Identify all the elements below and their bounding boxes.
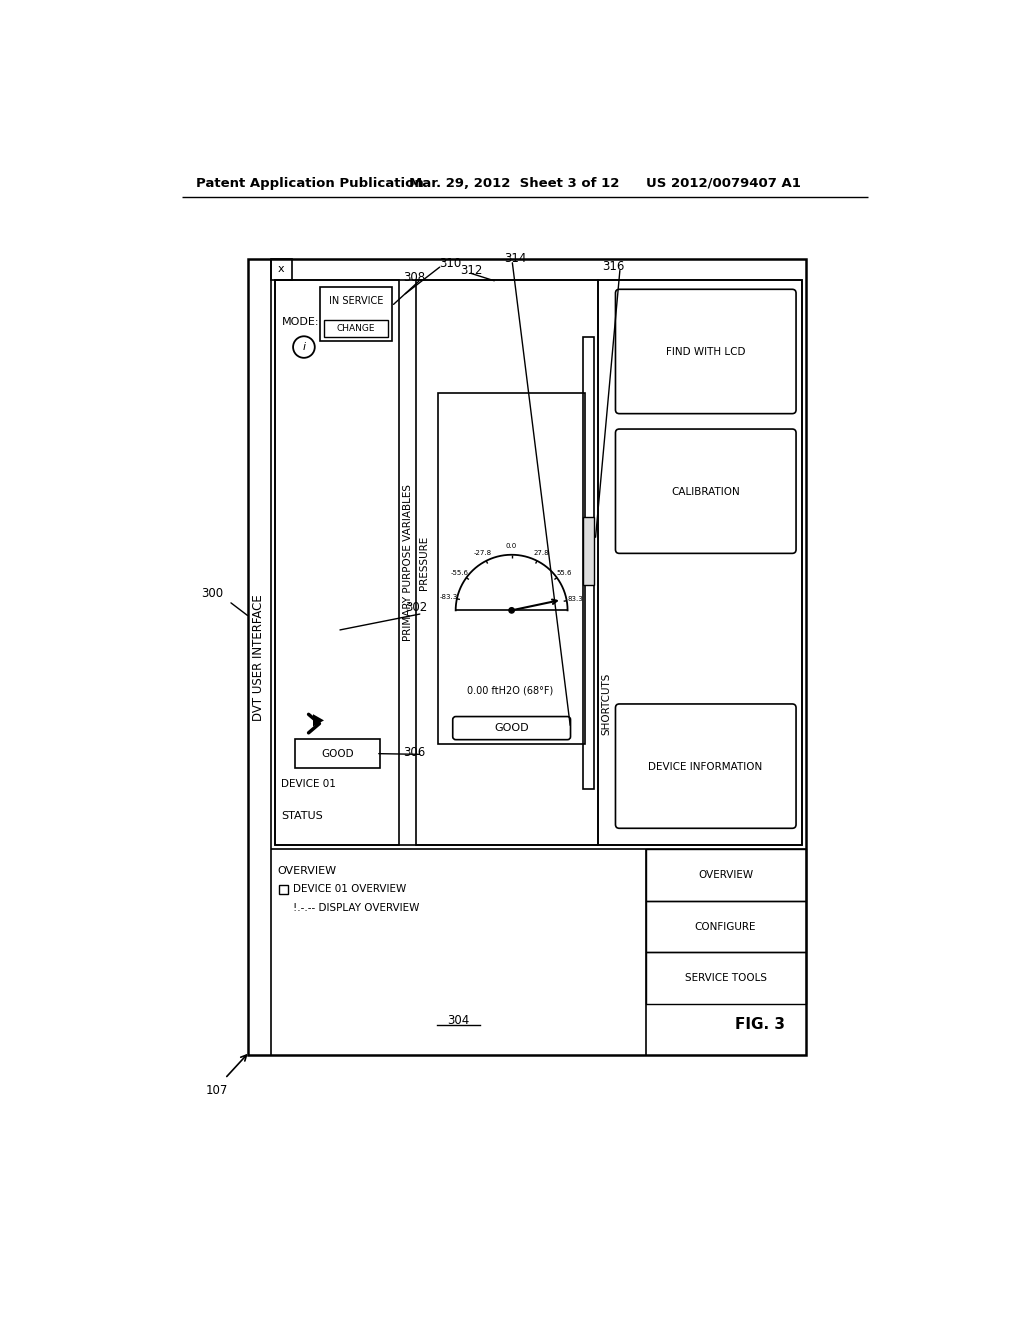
Text: ‣: ‣ — [308, 708, 328, 741]
Text: STATUS: STATUS — [282, 810, 324, 821]
Text: MODE:: MODE: — [282, 317, 318, 327]
Text: 55.6: 55.6 — [556, 570, 571, 576]
Text: CALIBRATION: CALIBRATION — [671, 487, 739, 496]
Bar — [275, 280, 399, 845]
Bar — [295, 739, 380, 768]
Text: 302: 302 — [406, 602, 428, 614]
Text: -55.6: -55.6 — [451, 570, 468, 576]
Text: GOOD: GOOD — [321, 748, 353, 759]
Text: 300: 300 — [202, 586, 224, 599]
Text: DEVICE 01 OVERVIEW: DEVICE 01 OVERVIEW — [293, 884, 407, 894]
Text: Patent Application Publication: Patent Application Publication — [197, 177, 424, 190]
Text: US 2012/0079407 A1: US 2012/0079407 A1 — [646, 177, 801, 190]
Text: !.-.-- DISPLAY OVERVIEW: !.-.-- DISPLAY OVERVIEW — [293, 903, 420, 912]
Text: 308: 308 — [403, 271, 425, 284]
Bar — [583, 337, 594, 789]
Text: x: x — [279, 264, 285, 275]
Text: PRIMARY PURPOSE VARIABLES: PRIMARY PURPOSE VARIABLES — [402, 484, 413, 642]
Bar — [646, 900, 806, 952]
Text: 316: 316 — [602, 260, 625, 273]
Text: IN SERVICE: IN SERVICE — [329, 296, 383, 306]
Bar — [248, 259, 806, 1056]
Bar — [646, 952, 806, 1003]
Bar — [583, 517, 594, 585]
Text: 0.0: 0.0 — [506, 544, 517, 549]
Text: 310: 310 — [439, 257, 462, 271]
Text: 312: 312 — [461, 264, 483, 277]
Bar — [438, 393, 586, 743]
Text: OVERVIEW: OVERVIEW — [278, 866, 337, 875]
Text: Mar. 29, 2012  Sheet 3 of 12: Mar. 29, 2012 Sheet 3 of 12 — [409, 177, 618, 190]
Text: -83.3: -83.3 — [439, 594, 458, 601]
Bar — [280, 884, 289, 894]
Text: i: i — [302, 342, 305, 352]
Text: 306: 306 — [403, 746, 425, 759]
Text: GOOD: GOOD — [495, 723, 529, 733]
Bar — [275, 280, 802, 845]
Text: SHORTCUTS: SHORTCUTS — [601, 673, 611, 735]
Text: PRESSURE: PRESSURE — [419, 536, 429, 590]
Bar — [598, 280, 802, 845]
Text: 0.00 ftH2O (68°F): 0.00 ftH2O (68°F) — [467, 686, 554, 696]
Text: CHANGE: CHANGE — [337, 325, 375, 333]
Text: DEVICE 01: DEVICE 01 — [282, 779, 336, 788]
Text: DEVICE INFORMATION: DEVICE INFORMATION — [648, 762, 763, 772]
Text: FIG. 3: FIG. 3 — [734, 1018, 784, 1032]
Text: 107: 107 — [206, 1084, 228, 1097]
Text: DVT USER INTERFACE: DVT USER INTERFACE — [253, 594, 265, 721]
Text: 27.8: 27.8 — [534, 550, 549, 556]
Text: SERVICE TOOLS: SERVICE TOOLS — [684, 973, 767, 983]
Text: 314: 314 — [505, 252, 527, 265]
Bar — [324, 321, 388, 337]
Text: CONFIGURE: CONFIGURE — [694, 921, 757, 932]
Text: 83.3: 83.3 — [567, 597, 583, 602]
Circle shape — [509, 607, 514, 612]
Text: -27.8: -27.8 — [473, 550, 492, 556]
Bar — [321, 286, 391, 341]
Bar — [417, 280, 598, 845]
Text: FIND WITH LCD: FIND WITH LCD — [666, 347, 745, 356]
Text: 304: 304 — [447, 1014, 470, 1027]
Bar — [646, 849, 806, 900]
Bar — [271, 259, 292, 280]
Text: OVERVIEW: OVERVIEW — [698, 870, 753, 880]
